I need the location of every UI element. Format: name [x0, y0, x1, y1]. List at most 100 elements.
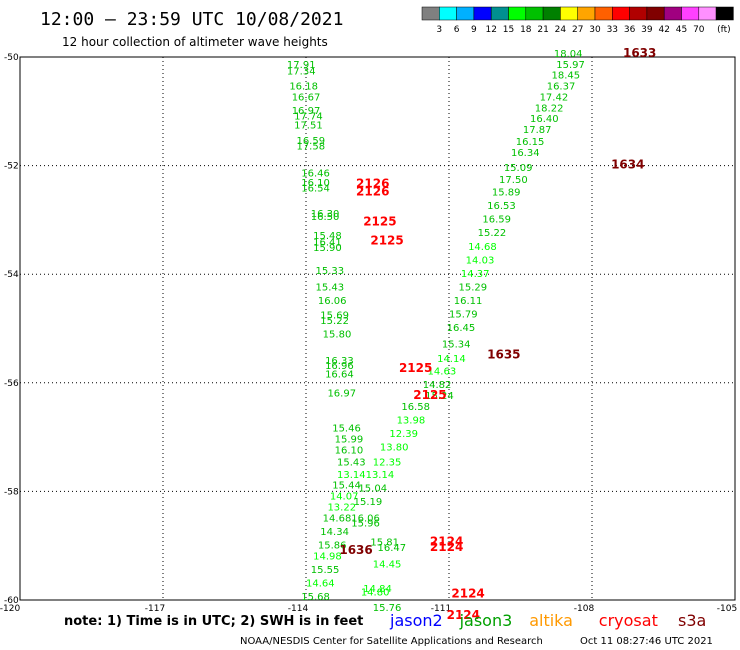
- wave-height-value: 16.45: [447, 323, 476, 334]
- wave-height-value: 16.40: [530, 114, 559, 125]
- wave-height-value: 15.24: [425, 391, 454, 402]
- wave-height-value: 15.22: [478, 228, 507, 239]
- wave-height-value: 16.06: [351, 513, 380, 524]
- wave-height-value: 15.04: [358, 483, 387, 494]
- color-scale-tick: 70: [693, 25, 705, 35]
- color-scale-tick: 24: [555, 25, 567, 35]
- color-swatch: [681, 6, 700, 21]
- wave-height-value: 14.64: [306, 578, 335, 589]
- pass-time-label: 2125: [399, 361, 432, 375]
- wave-height-value: 15.76: [373, 603, 402, 614]
- wave-height-value: 15.86: [318, 540, 347, 551]
- wave-height-value: 12.35: [373, 457, 402, 468]
- chart-title: 12:00 – 23:59 UTC 10/08/2021: [40, 9, 343, 30]
- wave-height-value: 14.82: [423, 380, 452, 391]
- wave-height-value: 14.80: [361, 588, 390, 599]
- wave-height-value: 14.68: [468, 242, 497, 253]
- wave-height-value: 15.96: [351, 519, 380, 530]
- footer-timestamp: Oct 11 08:27:46 UTC 2021: [580, 636, 713, 647]
- pass-time-label: 1634: [611, 157, 644, 171]
- wave-height-value: 13.80: [380, 443, 409, 454]
- wave-height-value: 15.80: [323, 330, 352, 341]
- wave-height-value: 14.68: [323, 513, 352, 524]
- wave-height-value: 16.34: [511, 148, 540, 159]
- wave-height-value: 16.59: [296, 136, 325, 147]
- color-swatch: [525, 6, 544, 21]
- wave-height-value: 16.15: [516, 137, 545, 148]
- wave-height-value: 15.89: [492, 187, 521, 198]
- wave-height-value: 15.34: [442, 340, 471, 351]
- wave-height-value: 15.33: [316, 266, 345, 277]
- color-scale-tick: 36: [624, 25, 636, 35]
- satellite-label: cryosat: [599, 611, 658, 630]
- wave-height-value: 15.43: [337, 457, 366, 468]
- satellite-label: jason3: [459, 611, 513, 630]
- color-scale-tick: 3: [436, 25, 442, 35]
- wave-height-value: 16.10: [301, 178, 330, 189]
- satellite-label: s3a: [678, 611, 706, 630]
- x-tick-label: -108: [574, 604, 595, 614]
- color-scale-tick: 42: [658, 25, 669, 35]
- plot-area: -117 -114 -111 -108 -105 -120 -50 -52 -54 -56 -58 -…: [0, 46, 737, 622]
- wave-height-value: 17.87: [523, 125, 552, 136]
- color-scale-tick: 21: [537, 25, 548, 35]
- pass-time-label: 1635: [487, 347, 520, 361]
- color-scale-tick: 6: [454, 25, 460, 35]
- y-tick-label: -58: [4, 487, 19, 497]
- color-swatch: [577, 6, 596, 21]
- wave-height-value: 14.34: [320, 527, 349, 538]
- color-swatch: [612, 6, 630, 21]
- wave-height-value: 16.64: [325, 369, 354, 380]
- wave-height-value: 14.63: [428, 367, 457, 378]
- y-tick-label: -60: [4, 596, 19, 606]
- wave-height-value: 12.39: [389, 429, 418, 440]
- color-scale-tick: 33: [607, 25, 618, 35]
- color-swatch: [646, 6, 665, 21]
- color-swatch: [560, 6, 578, 21]
- x-tick-label: -120: [0, 604, 20, 614]
- wave-height-value: 14.07: [330, 492, 359, 503]
- x-tick-label: -114: [288, 604, 309, 614]
- wave-height-value: 16.59: [482, 215, 511, 226]
- pass-time-label: 2125: [413, 388, 446, 402]
- wave-height-value: 13.22: [327, 502, 356, 513]
- wave-height-value: 15.46: [332, 424, 361, 435]
- wave-height-value: 16.37: [547, 82, 576, 93]
- pass-time-label: 1636: [339, 543, 372, 557]
- y-tick-label: -54: [4, 270, 19, 280]
- color-scale-unit: (ft): [717, 25, 731, 35]
- wave-height-value: 14.37: [461, 269, 490, 280]
- color-swatch: [490, 6, 509, 21]
- y-tick-label: -50: [4, 53, 19, 63]
- wave-height-value: 18.22: [535, 103, 564, 114]
- color-scale-tick: 30: [589, 25, 601, 35]
- color-swatch: [629, 6, 648, 21]
- wave-height-value: 15.43: [316, 282, 345, 293]
- wave-height-value: 16.06: [318, 296, 347, 307]
- wave-height-value: 16.96: [325, 361, 354, 372]
- wave-height-value: 16.18: [289, 82, 318, 93]
- wave-height-value: 13.14: [337, 470, 366, 481]
- wave-height-value: 18.04: [554, 49, 583, 60]
- wave-height-value: 15.69: [320, 311, 349, 322]
- wave-height-value: 18.45: [551, 71, 580, 82]
- wave-height-value: 15.55: [311, 565, 340, 576]
- y-tick-label: -56: [4, 379, 19, 389]
- wave-height-value: 16.30: [311, 209, 340, 220]
- wave-height-value: 16.67: [292, 92, 321, 103]
- wave-height-value: 14.14: [437, 354, 466, 365]
- pass-time-label: 2125: [370, 233, 403, 247]
- wave-height-value: 17.42: [540, 92, 569, 103]
- color-scale-tick: 45: [676, 25, 687, 35]
- wave-height-value: 17.74: [294, 111, 323, 122]
- pass-time-label: 2124: [430, 535, 463, 549]
- wave-height-value: 16.11: [454, 296, 483, 307]
- wave-height-value: 15.29: [459, 282, 488, 293]
- wave-height-value: 17.50: [499, 175, 528, 186]
- color-swatch: [439, 6, 457, 21]
- x-tick-label: -111: [431, 604, 451, 614]
- wave-height-value: 13.14: [366, 470, 395, 481]
- wave-height-value: 16.46: [301, 168, 330, 179]
- color-swatch: [456, 6, 475, 21]
